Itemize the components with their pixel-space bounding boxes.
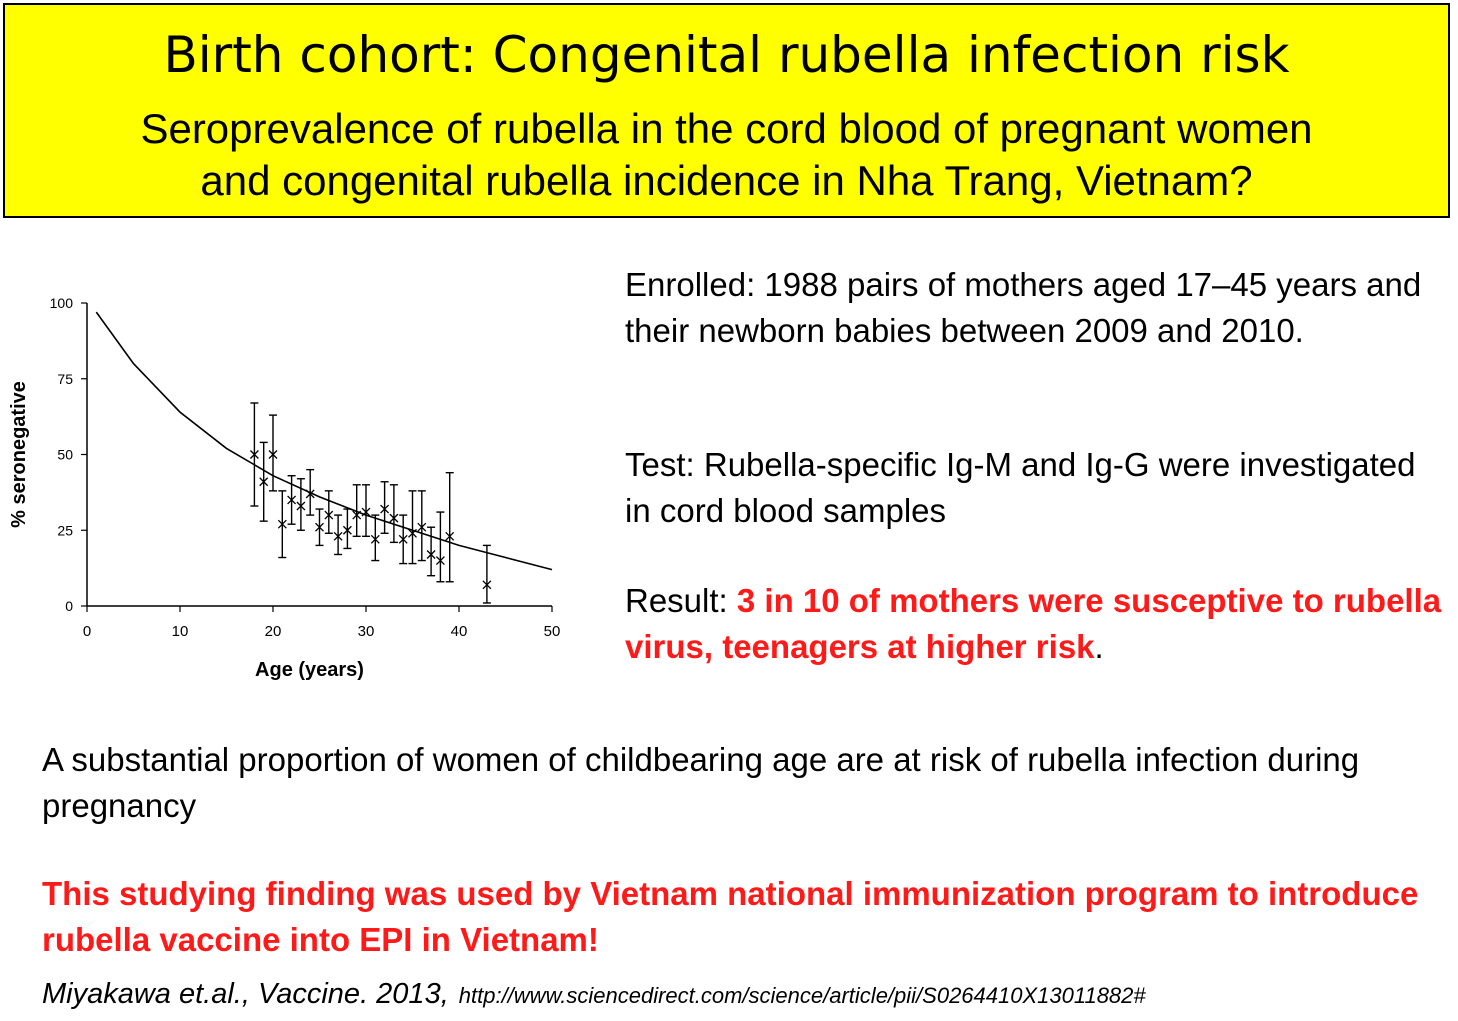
x-tick-label: 20 xyxy=(265,623,282,640)
x-tick-label: 0 xyxy=(83,623,91,640)
data-point-x-b xyxy=(324,510,334,520)
data-point-x-b xyxy=(389,513,399,523)
subtitle-line-2: and congenital rubella incidence in Nha … xyxy=(200,157,1253,204)
data-point-x-b xyxy=(482,580,492,590)
y-tick-label: 100 xyxy=(50,295,74,311)
data-point-x-b xyxy=(249,450,259,459)
test-text: Test: Rubella-specific Ig-M and Ig-G wer… xyxy=(625,446,1416,529)
data-point-x-b xyxy=(315,522,324,532)
data-point-x-b xyxy=(380,504,390,514)
title-banner: Birth cohort: Congenital rubella infecti… xyxy=(3,3,1450,218)
chart-svg: 0 10 20 30 40 50 0 25 50 75 100 Age (years) % serone… xyxy=(8,295,561,681)
result-prefix: Result: xyxy=(625,582,737,619)
result-text: Result: 3 in 10 of mothers were suscepti… xyxy=(625,578,1445,670)
x-tick-label: 50 xyxy=(544,623,561,640)
page-title: Birth cohort: Congenital rubella infecti… xyxy=(163,26,1290,84)
result-suffix: . xyxy=(1094,628,1104,665)
conclusion-text: A substantial proportion of women of chi… xyxy=(42,741,1360,824)
data-point-x-b xyxy=(333,531,343,541)
citation: Miyakawa et.al., Vaccine. 2013, http://ww… xyxy=(42,974,1452,1016)
y-tick-label: 25 xyxy=(57,522,73,538)
data-point-x-b xyxy=(426,550,436,559)
data-point-x-b xyxy=(287,495,297,505)
seronegative-chart: 0 10 20 30 40 50 0 25 50 75 100 Age (years) % serone… xyxy=(0,280,580,700)
program-note: This studying finding was used by Vietna… xyxy=(42,875,1419,958)
data-point-x-b xyxy=(370,534,380,544)
citation-text: Miyakawa et.al., Vaccine. 2013, xyxy=(42,978,449,1010)
x-tick-label: 30 xyxy=(358,623,375,640)
data-point-x-b xyxy=(296,501,306,511)
enrolled-text: Enrolled: 1988 pairs of mothers aged 17–… xyxy=(625,266,1422,349)
y-axis-label: % seronegative xyxy=(8,381,30,528)
y-tick-label: 75 xyxy=(57,371,73,387)
data-point-x-b xyxy=(277,519,287,529)
page-subtitle: Seroprevalence of rubella in the cord bl… xyxy=(5,103,1448,207)
x-tick-label: 10 xyxy=(172,623,189,640)
data-point-x-b xyxy=(398,534,408,544)
data-point-x-b xyxy=(408,528,417,538)
data-point-x-b xyxy=(259,477,269,487)
citation-url[interactable]: http://www.sciencedirect.com/science/art… xyxy=(458,983,1146,1008)
data-point-x-b xyxy=(361,507,371,517)
data-point-x-b xyxy=(305,489,315,499)
x-tick-label: 40 xyxy=(451,623,468,640)
data-point-x-b xyxy=(268,450,278,459)
x-axis-label: Age (years) xyxy=(255,659,364,681)
data-point-x-b xyxy=(417,522,427,532)
data-point-x-b xyxy=(435,556,445,566)
data-point-x-b xyxy=(342,525,352,535)
result-highlight: 3 in 10 of mothers were susceptive to ru… xyxy=(625,582,1442,665)
y-tick-label: 50 xyxy=(57,447,73,463)
subtitle-line-1: Seroprevalence of rubella in the cord bl… xyxy=(140,105,1313,152)
fitted-curve xyxy=(95,311,553,571)
data-point-x-b xyxy=(352,510,362,520)
data-point-x-b xyxy=(445,531,455,541)
y-tick-label: 0 xyxy=(65,598,73,614)
